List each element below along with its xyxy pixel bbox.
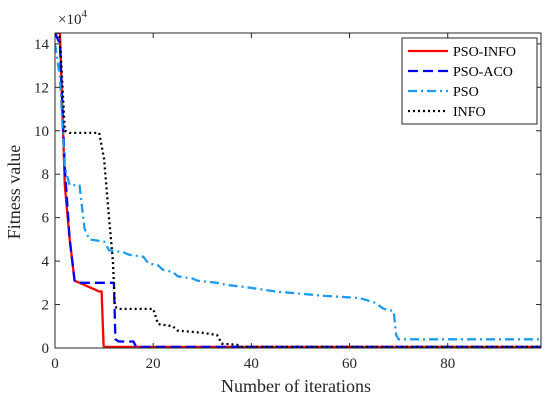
y-tick-label: 6 bbox=[42, 211, 50, 227]
y-tick-label: 4 bbox=[42, 254, 50, 270]
y-tick-label: 8 bbox=[42, 167, 50, 183]
y-exponent-label: ×104 bbox=[58, 8, 87, 28]
x-axis-title: Number of iterations bbox=[221, 376, 371, 396]
series-line-pso bbox=[55, 43, 541, 341]
x-tick-label: 40 bbox=[244, 356, 259, 372]
series-line-pso-aco bbox=[55, 33, 541, 348]
x-tick-label: 60 bbox=[342, 356, 357, 372]
x-tick-label: 0 bbox=[51, 356, 59, 372]
x-tick-label: 20 bbox=[146, 356, 161, 372]
series-line-pso-info bbox=[55, 33, 541, 348]
legend-label-info: INFO bbox=[453, 105, 486, 120]
legend-label-pso: PSO bbox=[453, 85, 479, 100]
series-layer bbox=[55, 33, 541, 348]
y-tick-label: 10 bbox=[34, 124, 49, 140]
axes-frame bbox=[54, 32, 542, 349]
x-tick-label: 80 bbox=[440, 356, 455, 372]
legend-box bbox=[401, 37, 538, 125]
axes-layer: 0 20 40 60 80 0 2 4 6 8 10 12 14 bbox=[34, 32, 542, 372]
legend: PSO-INFO PSO-ACO PSO INFO bbox=[401, 37, 538, 125]
y-axis-title: Fitness value bbox=[4, 145, 24, 240]
y-tick-label: 2 bbox=[42, 298, 50, 314]
legend-label-pso-aco: PSO-ACO bbox=[453, 65, 513, 80]
y-tick-label: 0 bbox=[42, 341, 50, 357]
series-line-info bbox=[55, 33, 541, 348]
y-tick-label: 14 bbox=[34, 37, 50, 53]
legend-label-pso-info: PSO-INFO bbox=[453, 45, 516, 60]
y-tick-label: 12 bbox=[34, 80, 49, 96]
